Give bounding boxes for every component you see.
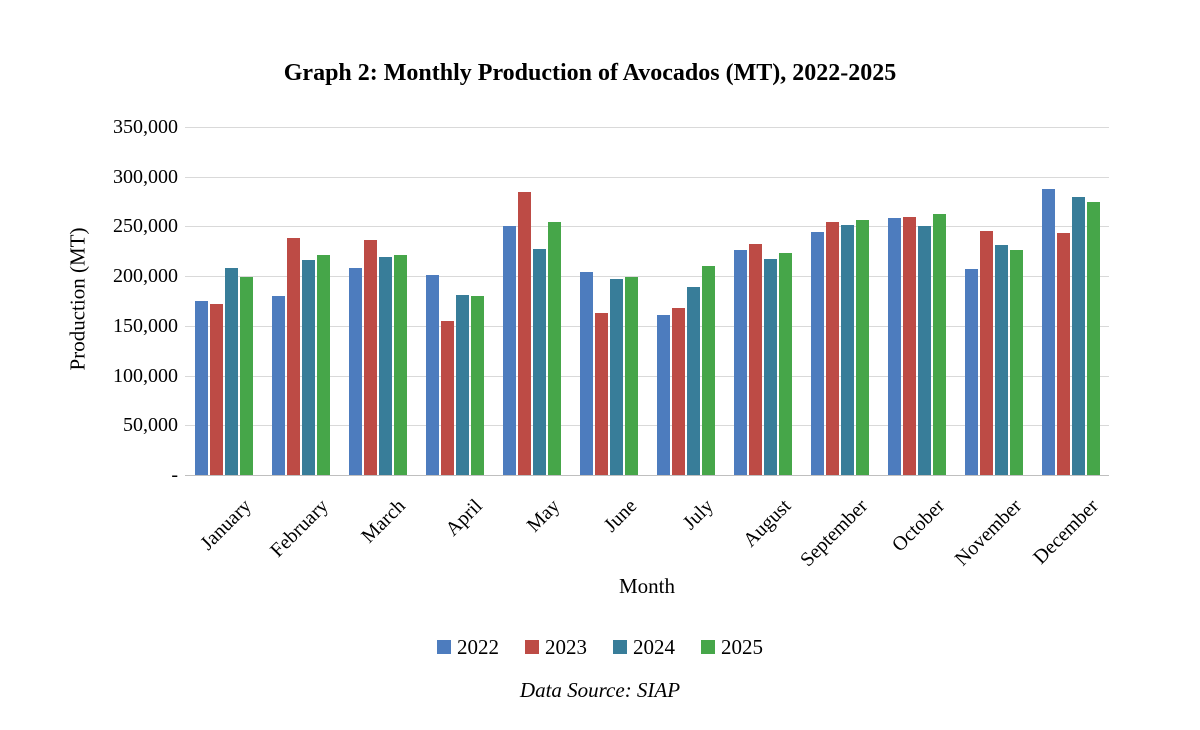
bar-2023-january (210, 303, 223, 475)
bar-2024-july (687, 287, 700, 475)
legend-label-2024: 2024 (633, 635, 675, 659)
x-axis-label-text: September (796, 495, 873, 572)
y-axis-title: Production (MT) (65, 227, 90, 371)
bar-2025-october (933, 214, 946, 475)
bar-2023-june (595, 312, 608, 475)
x-axis-label-text: March (357, 495, 411, 548)
y-tick-label-100000: 100,000 (113, 364, 178, 387)
gridline-50000 (185, 424, 1109, 426)
y-tick-label-300000: 300,000 (113, 165, 178, 188)
x-axis-label-text: July (678, 495, 719, 535)
x-axis-label-text: October (887, 495, 950, 557)
x-axis-label-text: January (196, 495, 257, 555)
legend: 2022 2023 2024 2025 (0, 636, 1200, 658)
bar-2024-april (456, 295, 469, 475)
bar-2023-may (518, 191, 531, 475)
bar-2025-december (1087, 201, 1100, 475)
bar-2024-march (379, 257, 392, 475)
x-axis-label-text: April (441, 495, 488, 541)
bar-2023-march (364, 240, 377, 475)
bar-2023-october (903, 217, 916, 475)
bar-2022-april (426, 275, 439, 475)
y-tick-label-200000: 200,000 (113, 265, 178, 288)
gridline-250000 (185, 225, 1109, 227)
legend-item-2022: 2022 (437, 636, 499, 658)
legend-swatch-2023 (525, 640, 539, 654)
bar-2024-february (302, 260, 315, 475)
legend-swatch-2025 (701, 640, 715, 654)
chart-title: Graph 2: Monthly Production of Avocados … (283, 60, 897, 86)
legend-swatch-2022 (437, 640, 451, 654)
x-axis-title: Month (618, 574, 675, 598)
bar-2025-april (471, 296, 484, 475)
bar-2025-may (548, 222, 561, 475)
gridline-300000 (185, 176, 1109, 178)
x-axis-label-text: May (522, 495, 565, 537)
bar-2023-december (1057, 233, 1070, 475)
x-axis-label-text: June (599, 495, 642, 537)
gridline-200000 (185, 275, 1109, 277)
bar-2025-july (702, 266, 715, 475)
legend-item-2023: 2023 (525, 636, 587, 658)
bar-2023-february (287, 238, 300, 475)
gridline-100000 (185, 375, 1109, 377)
bar-2023-july (672, 307, 685, 475)
bar-2022-october (888, 218, 901, 475)
x-axis-label-text: November (950, 495, 1027, 571)
bar-2025-january (240, 277, 253, 475)
bar-2022-december (1042, 188, 1055, 475)
x-axis-label-text: August (738, 495, 796, 552)
bar-2023-august (749, 244, 762, 475)
gridline-350000 (185, 126, 1109, 128)
legend-swatch-2024 (613, 640, 627, 654)
bar-2022-september (811, 232, 824, 475)
gridline-150000 (185, 325, 1109, 327)
bar-2022-february (272, 296, 285, 475)
y-tick-label-350000: 350,000 (113, 116, 178, 138)
bar-2022-august (734, 250, 747, 475)
y-tick-label-0: - (171, 464, 178, 486)
bar-2022-november (965, 269, 978, 475)
bar-2024-june (610, 279, 623, 475)
bar-2022-may (503, 226, 516, 475)
legend-label-2022: 2022 (457, 635, 499, 659)
bar-2022-march (349, 268, 362, 475)
bar-2024-october (918, 226, 931, 475)
bar-2024-september (841, 225, 854, 475)
bar-2025-march (394, 255, 407, 475)
bar-2025-september (856, 220, 869, 475)
bar-2023-september (826, 222, 839, 475)
bar-2024-december (1072, 196, 1085, 475)
y-tick-label-250000: 250,000 (113, 215, 178, 238)
x-axis-label-text: December (1029, 495, 1104, 569)
legend-label-2025: 2025 (721, 635, 763, 659)
legend-label-2023: 2023 (545, 635, 587, 659)
y-tick-label-150000: 150,000 (113, 314, 178, 337)
bar-2023-november (980, 231, 993, 475)
bar-2023-april (441, 320, 454, 475)
bar-2022-june (580, 272, 593, 475)
bar-2022-july (657, 314, 670, 475)
legend-item-2024: 2024 (613, 636, 675, 658)
legend-item-2025: 2025 (701, 636, 763, 658)
data-source-note: Data Source: SIAP (519, 678, 681, 702)
x-axis-label-text: February (266, 495, 334, 562)
bar-2022-january (195, 301, 208, 475)
bar-2024-august (764, 259, 777, 475)
bar-2025-february (317, 255, 330, 475)
bar-2024-november (995, 245, 1008, 475)
bar-2024-january (225, 268, 238, 475)
bar-2025-june (625, 277, 638, 475)
y-tick-label-50000: 50,000 (123, 414, 178, 437)
bar-2025-august (779, 253, 792, 475)
bar-2024-may (533, 249, 546, 475)
bar-2025-november (1010, 250, 1023, 475)
plot-area (185, 126, 1109, 476)
